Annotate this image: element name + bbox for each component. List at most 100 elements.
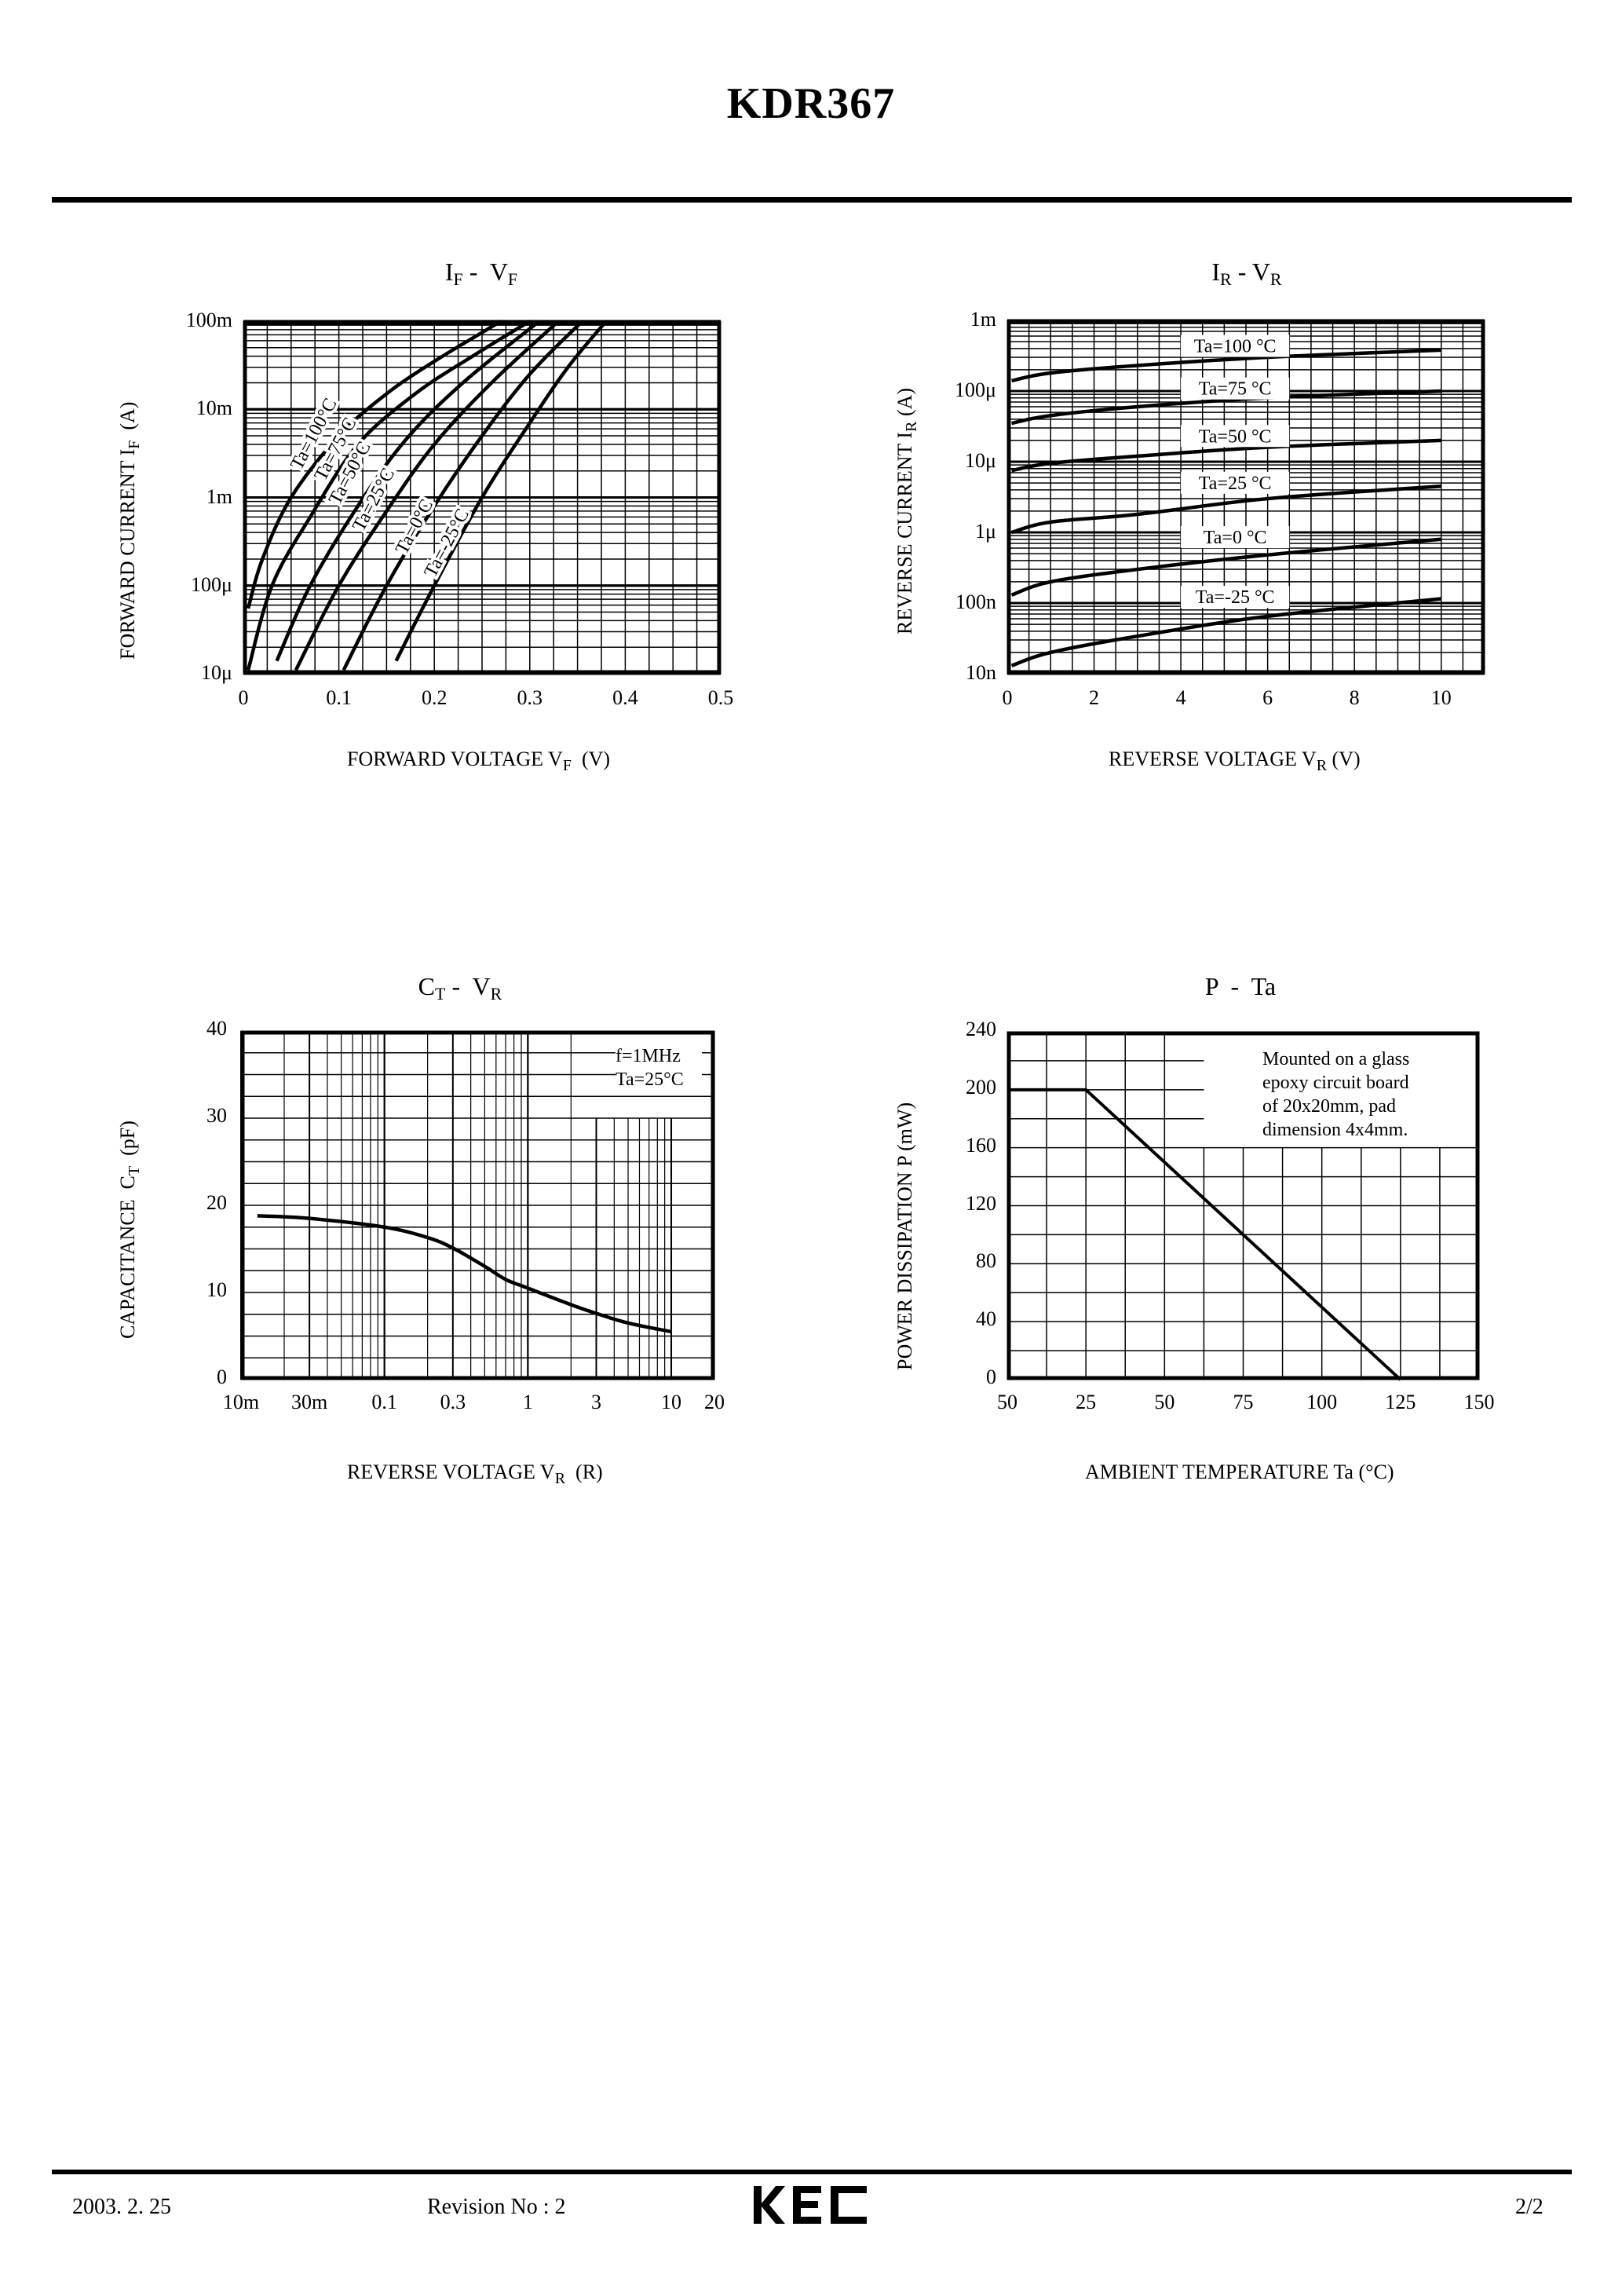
axis-tick-label: 240 (966, 1018, 996, 1040)
axis-tick-label: 20 (206, 1191, 227, 1214)
axis-tick-label: 150 (1463, 1391, 1495, 1413)
data-series-line (1011, 438, 1441, 473)
title-mid: - V (462, 258, 508, 286)
axis-tick-label: 50 (1154, 1391, 1175, 1413)
data-series-line (1011, 389, 1441, 426)
axis-tick-label: 0 (1002, 686, 1013, 709)
note-line: Ta=25°C (616, 1069, 684, 1090)
axis-tick-label: 2 (1089, 686, 1100, 709)
plot-area-p-ta (1006, 1031, 1480, 1381)
axis-tick-label: 200 (966, 1075, 996, 1099)
note-line: dimension 4x4mm. (1262, 1120, 1408, 1140)
title-sub: F (453, 269, 463, 289)
series-label: Ta=100 °C (1194, 337, 1277, 357)
axis-tick-label: 8 (1349, 686, 1360, 709)
axis-tick-label: 50 (997, 1391, 1017, 1413)
series-label: Ta=-25 °C (1196, 587, 1275, 608)
footer-revision: Revision No : 2 (427, 2195, 566, 2219)
ct-conditions-note: f=1MHz Ta=25°C (616, 1044, 702, 1091)
header-rule (52, 197, 1572, 203)
axis-tick-label: 30 (206, 1104, 227, 1127)
axis-tick-label: 100n (955, 590, 996, 613)
axis-tick-label: 100 (1306, 1391, 1338, 1413)
ylabel-if-vf: FORWARD CURRENT IF (A) (116, 401, 143, 660)
chart-title-if-vf: IF - VF (285, 258, 678, 290)
axis-tick-label: 1μ (975, 520, 996, 543)
axis-tick-label: 0.4 (612, 686, 638, 709)
axis-tick-label: 1m (206, 484, 232, 508)
axis-tick-label: 10μ (965, 449, 996, 472)
title-sub: F (507, 269, 518, 289)
axis-tick-label: 10μ (201, 661, 232, 684)
plot-area-ir-vr: Ta=100 °C Ta=75 °C Ta=50 °C Ta=25 °C Ta=0 °C… (1006, 319, 1485, 675)
axis-tick-label: 10 (1430, 686, 1452, 709)
data-series-line (1010, 484, 1441, 535)
axis-tick-label: 10 (661, 1391, 681, 1413)
series-label: Ta=0 °C (1204, 528, 1267, 548)
axis-tick-label: 120 (966, 1191, 996, 1215)
kec-logo-icon (754, 2186, 867, 2224)
axis-tick-label: 100m (185, 309, 232, 331)
axis-tick-label: 10m (222, 1391, 260, 1413)
data-series-line (257, 1214, 672, 1334)
axis-tick-label: 40 (206, 1017, 227, 1040)
chart-title-p-ta: P - Ta (1204, 972, 1277, 1000)
axis-tick-label: 0.3 (440, 1391, 466, 1413)
axis-tick-label: 0 (217, 1366, 227, 1388)
axis-tick-label: 0.1 (326, 686, 352, 709)
axis-tick-label: 10m (195, 397, 232, 420)
data-series-line (1010, 537, 1441, 597)
p-mounting-note: Mounted on a glass epoxy circuit board o… (1262, 1047, 1467, 1142)
axis-tick-label: 4 (1175, 686, 1186, 709)
axis-tick-label: 25 (1076, 1391, 1097, 1413)
note-line: of 20x20mm, pad (1262, 1096, 1396, 1117)
chart-title-ct-vr: CT - VR (418, 972, 502, 1004)
axis-tick-label: 0 (986, 1366, 996, 1388)
axis-tick-label: 125 (1385, 1391, 1416, 1413)
xlabel-ct-vr: REVERSE VOLTAGE VR (R) (347, 1461, 603, 1487)
axis-tick-label: 30m (291, 1391, 328, 1413)
data-series-line (275, 319, 542, 662)
axis-tick-label: 80 (976, 1249, 996, 1273)
axis-tick-label: 75 (1233, 1391, 1254, 1413)
axis-tick-label: 0.5 (707, 686, 734, 709)
axis-tick-label: 160 (966, 1133, 996, 1157)
footer-rule (52, 2170, 1572, 2174)
footer-page-number: 2/2 (1515, 2195, 1543, 2219)
axis-tick-label: 0 (238, 686, 249, 709)
axis-tick-label: 6 (1262, 686, 1273, 709)
axis-tick-label: 3 (590, 1391, 601, 1413)
note-line: epoxy circuit board (1262, 1073, 1409, 1093)
axis-tick-label: 40 (976, 1307, 996, 1331)
data-series-line (1010, 597, 1441, 667)
series-label: Ta=25 °C (1199, 473, 1272, 494)
axis-tick-label: 1m (970, 308, 996, 331)
axis-tick-label: 20 (704, 1391, 725, 1413)
data-series-line (1011, 348, 1441, 383)
xlabel-ir-vr: REVERSE VOLTAGE VR (V) (1109, 748, 1361, 774)
axis-tick-label: 100μ (191, 572, 232, 596)
footer-date: 2003. 2. 25 (72, 2195, 171, 2219)
axis-tick-label: 0.2 (421, 686, 448, 709)
data-series-line (294, 319, 561, 671)
ylabel-ct-vr: CAPACITANCE CT (pF) (116, 1121, 143, 1339)
title-main: I (444, 258, 454, 286)
axis-tick-label: 100μ (955, 378, 996, 401)
axis-tick-label: 0.3 (517, 686, 543, 709)
series-label: Ta=75 °C (1199, 379, 1272, 400)
axis-tick-label: 10n (966, 661, 996, 684)
series-label: Ta=50 °C (1199, 426, 1272, 447)
data-series-line (342, 319, 584, 671)
axis-tick-label: 0.1 (371, 1391, 397, 1413)
note-line: Mounted on a glass (1262, 1049, 1410, 1069)
axis-tick-label: 10 (206, 1278, 227, 1301)
axis-tick-label: 1 (522, 1391, 533, 1413)
data-series-line (1007, 1088, 1402, 1381)
data-series-line (246, 319, 503, 609)
data-series-line (394, 319, 608, 662)
data-series-line (246, 319, 532, 671)
note-line: f=1MHz (616, 1046, 681, 1066)
plot-area-if-vf: Ta=100°CTa=75°CTa=50°CTa=25°CTa=0°CTa=-2… (243, 319, 721, 675)
xlabel-p-ta: AMBIENT TEMPERATURE Ta (°C) (1085, 1461, 1394, 1483)
chart-title-ir-vr: IR - VR (1211, 258, 1282, 289)
